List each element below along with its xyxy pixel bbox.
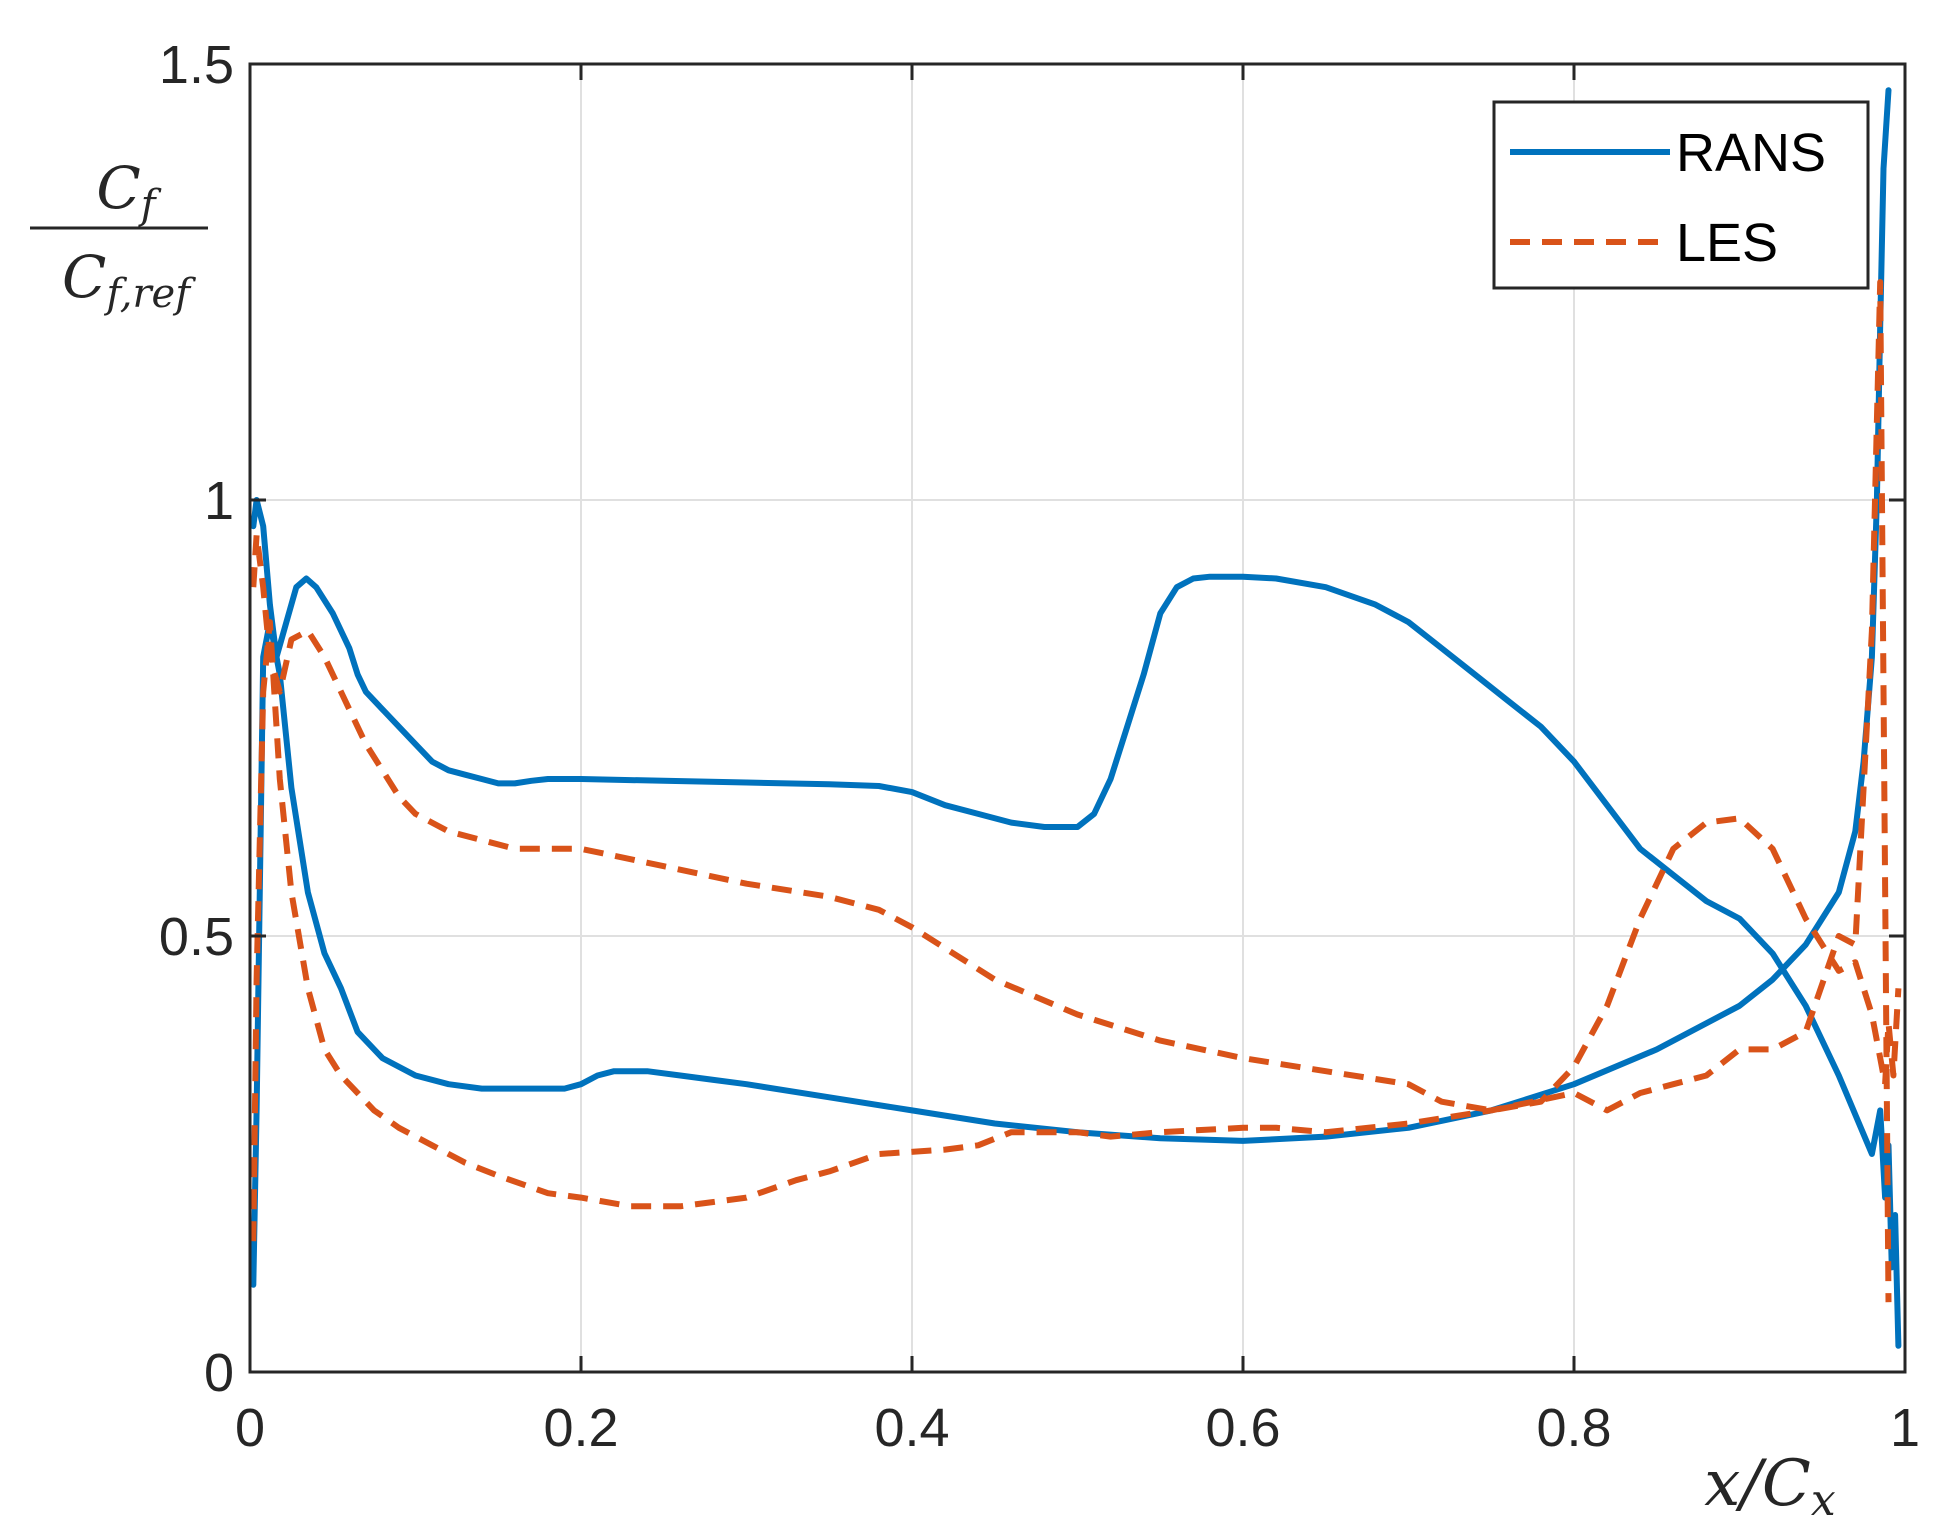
series-layer bbox=[250, 87, 1902, 1349]
x-tick-label: 1 bbox=[1890, 1398, 1920, 1458]
y-axis-label-numerator: Cf bbox=[96, 154, 161, 228]
plot-area-frame bbox=[248, 62, 1907, 1374]
y-tick-label: 1 bbox=[204, 471, 234, 531]
y-tick-label: 0.5 bbox=[159, 907, 234, 967]
legend: RANS LES bbox=[1492, 100, 1870, 290]
x-tick-label: 0.6 bbox=[1205, 1398, 1280, 1458]
y-tick-label: 1.5 bbox=[159, 35, 234, 95]
series-les bbox=[250, 279, 1902, 1303]
x-tick-label: 0 bbox=[235, 1398, 265, 1458]
series-line-les-branch-1 bbox=[250, 531, 1902, 1114]
y-tick-label: 0 bbox=[204, 1343, 234, 1403]
x-tick-label: 0.2 bbox=[543, 1398, 618, 1458]
series-line-rans-branch-2 bbox=[250, 87, 1892, 1288]
series-line-les-branch-2 bbox=[250, 279, 1892, 1303]
x-tick-label: 0.8 bbox=[1536, 1398, 1611, 1458]
legend-label-rans: RANS bbox=[1676, 123, 1826, 183]
series-rans bbox=[250, 87, 1902, 1349]
x-tick-label: 0.4 bbox=[874, 1398, 949, 1458]
axis-ticks: 0 0.2 0.4 0.6 0.8 1 0 0.5 1 1.5 bbox=[159, 35, 1920, 1458]
legend-box bbox=[1492, 100, 1870, 290]
y-axis-label: Cf Cf,ref bbox=[30, 154, 208, 317]
x-axis-label: x/Cx bbox=[1704, 1447, 1836, 1526]
legend-label-les: LES bbox=[1676, 213, 1778, 273]
y-axis-label-denominator: Cf,ref bbox=[62, 243, 196, 317]
series-line-rans-branch-1 bbox=[250, 497, 1902, 1349]
